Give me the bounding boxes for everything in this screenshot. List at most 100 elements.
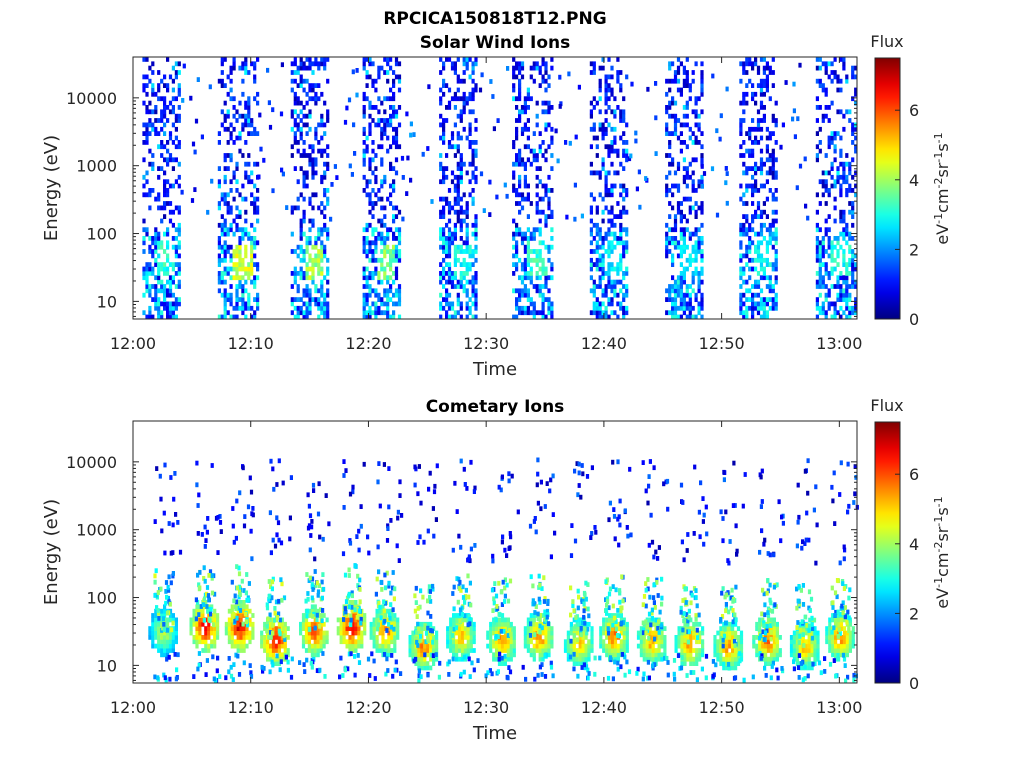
heatmap-cell: [488, 179, 492, 185]
heatmap-cell: [854, 262, 858, 267]
heatmap-cell: [372, 621, 376, 627]
heatmap-cell: [405, 191, 409, 196]
heatmap-cell: [182, 63, 186, 69]
heatmap-cell: [177, 105, 181, 110]
heatmap-cell: [520, 279, 525, 285]
heatmap-cell: [592, 222, 596, 228]
heatmap-cell: [473, 485, 477, 491]
heatmap-cell: [174, 626, 178, 631]
heatmap-cell: [547, 74, 551, 80]
heatmap-cell: [242, 648, 246, 653]
colorbar-gradient: [874, 57, 901, 320]
heatmap-cell: [244, 105, 248, 110]
heatmap-cell: [541, 314, 545, 320]
heatmap-cell: [654, 151, 658, 156]
heatmap-cell: [229, 275, 233, 281]
heatmap-cell: [836, 310, 840, 316]
heatmap-cell: [171, 648, 175, 653]
heatmap-cell: [601, 236, 605, 241]
heatmap-cell: [235, 253, 239, 259]
heatmap-cell: [393, 613, 397, 618]
heatmap-cell: [160, 140, 164, 145]
heatmap-cell: [290, 310, 294, 316]
heatmap-cell: [544, 218, 548, 224]
heatmap-cell: [235, 292, 239, 298]
heatmap-cell: [345, 643, 349, 649]
heatmap-cell: [320, 153, 324, 158]
heatmap-cell: [818, 148, 822, 154]
heatmap-cell: [529, 148, 533, 154]
heatmap-cell: [323, 244, 327, 250]
heatmap-cell: [217, 279, 221, 285]
heatmap-cell: [848, 297, 852, 302]
heatmap-cell: [302, 140, 306, 145]
heatmap-cell: [676, 183, 681, 189]
heatmap-cell: [381, 617, 385, 623]
heatmap-cell: [665, 288, 669, 294]
heatmap-cell: [203, 544, 207, 549]
heatmap-cell: [315, 580, 319, 586]
heatmap-cell: [342, 459, 346, 464]
heatmap-cell: [256, 196, 260, 202]
heatmap-cell: [244, 140, 248, 145]
heatmap-cell: [368, 275, 372, 281]
heatmap-cell: [241, 284, 245, 289]
heatmap-cell: [157, 144, 161, 150]
heatmap-cell: [177, 222, 181, 228]
heatmap-cell: [372, 639, 376, 645]
heatmap-cell: [459, 96, 463, 102]
heatmap-cell: [673, 222, 678, 228]
heatmap-cell: [500, 643, 505, 649]
heatmap-cell: [308, 144, 312, 150]
heatmap-cell: [177, 91, 181, 97]
heatmap-cell: [544, 148, 548, 154]
heatmap-cell: [235, 615, 239, 621]
heatmap-cell: [818, 271, 822, 276]
heatmap-cell: [851, 284, 855, 289]
heatmap-cell: [604, 87, 608, 93]
heatmap-cell: [417, 668, 421, 674]
heatmap-cell: [154, 249, 158, 254]
heatmap-cell: [465, 170, 469, 176]
heatmap-cell: [383, 249, 387, 254]
heatmap-cell: [397, 253, 402, 259]
heatmap-cell: [474, 275, 478, 281]
heatmap-cell: [592, 236, 596, 241]
heatmap-cell: [739, 275, 743, 281]
heatmap-cell: [275, 615, 280, 620]
heatmap-cell: [472, 639, 476, 645]
heatmap-cell: [247, 231, 251, 237]
heatmap-cell: [377, 70, 381, 75]
heatmap-cell: [157, 87, 161, 93]
heatmap-cell: [580, 213, 584, 219]
heatmap-cell: [673, 183, 678, 189]
heatmap-cell: [818, 179, 822, 185]
heatmap-cell: [253, 209, 257, 215]
heatmap-cell: [592, 288, 596, 294]
heatmap-cell: [604, 249, 608, 254]
heatmap-cell: [523, 100, 527, 106]
heatmap-cell: [848, 231, 852, 237]
heatmap-cell: [697, 284, 701, 289]
heatmap-cell: [314, 583, 318, 588]
heatmap-cell: [145, 231, 149, 237]
heatmap-cell: [280, 581, 284, 587]
heatmap-cell: [445, 105, 449, 110]
heatmap-cell: [371, 240, 375, 246]
heatmap-cell: [157, 192, 161, 198]
heatmap-cell: [472, 630, 476, 636]
heatmap-cell: [523, 96, 527, 102]
heatmap-cell: [220, 275, 224, 281]
heatmap-cell: [266, 67, 270, 73]
heatmap-cell: [250, 262, 254, 267]
heatmap-cell: [827, 214, 831, 219]
heatmap-cell: [450, 96, 455, 102]
heatmap-cell: [293, 305, 297, 311]
heatmap-cell: [145, 179, 149, 185]
heatmap-cell: [604, 74, 608, 80]
heatmap-cell: [223, 222, 227, 228]
heatmap-cell: [601, 292, 605, 298]
heatmap-cell: [420, 648, 424, 653]
heatmap-cell: [351, 484, 355, 490]
heatmap-cell: [550, 140, 554, 145]
